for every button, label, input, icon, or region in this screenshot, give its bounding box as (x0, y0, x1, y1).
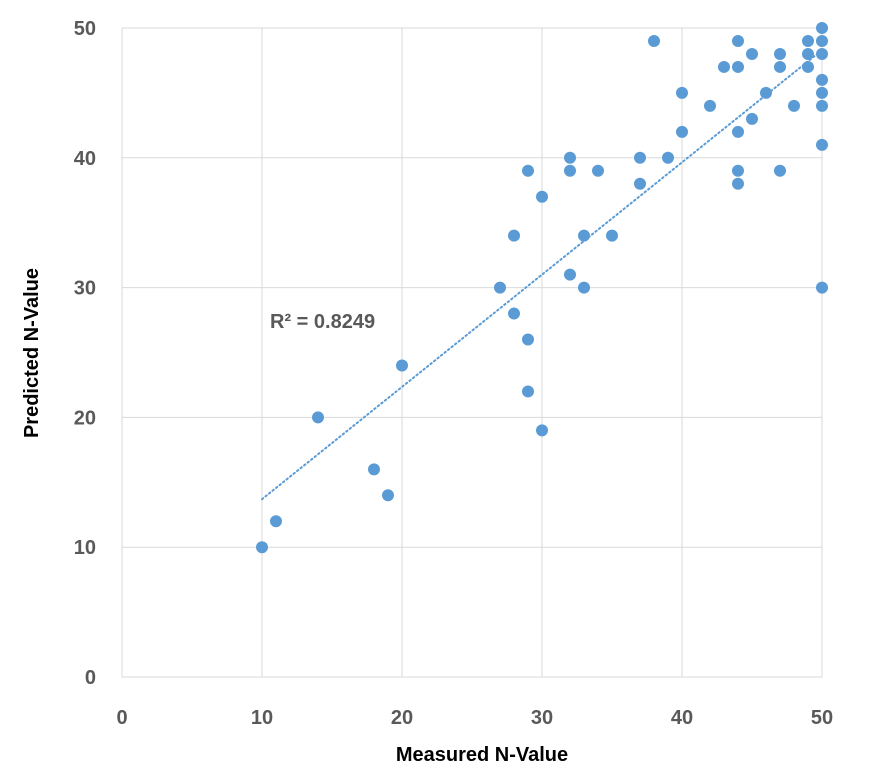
data-point (774, 164, 786, 177)
x-tick-label: 50 (811, 707, 833, 729)
data-point (592, 164, 604, 177)
y-tick-label: 10 (74, 537, 96, 559)
x-tick-label: 40 (671, 707, 693, 729)
y-tick-label: 20 (74, 407, 96, 429)
data-point (732, 125, 744, 138)
data-point (746, 47, 758, 60)
data-point (676, 86, 688, 99)
data-point (256, 541, 268, 554)
x-tick-label: 10 (251, 707, 273, 729)
data-point (312, 411, 324, 424)
data-point (676, 125, 688, 138)
data-point (816, 86, 828, 99)
data-point (396, 359, 408, 372)
data-point (564, 164, 576, 177)
y-axis-ticks: 0 10 20 30 40 50 (74, 18, 96, 689)
data-point (760, 86, 772, 99)
data-point (704, 99, 716, 112)
data-point (494, 281, 506, 294)
gridlines (121, 27, 823, 678)
data-point (648, 34, 660, 47)
data-point (802, 34, 814, 47)
data-point (802, 47, 814, 60)
data-point (578, 229, 590, 242)
data-point (802, 60, 814, 73)
data-point (606, 229, 618, 242)
data-point (816, 138, 828, 151)
x-tick-label: 20 (391, 707, 413, 729)
data-point (522, 385, 534, 398)
data-point (774, 47, 786, 60)
x-tick-label: 30 (531, 707, 553, 729)
y-tick-label: 40 (74, 148, 96, 170)
data-point (816, 73, 828, 86)
data-point (508, 307, 520, 320)
data-point (634, 177, 646, 190)
data-point (508, 229, 520, 242)
data-point (732, 177, 744, 190)
data-point (270, 515, 282, 528)
data-point (564, 151, 576, 164)
data-point (732, 34, 744, 47)
data-point (522, 164, 534, 177)
data-point (368, 463, 380, 476)
data-point (816, 22, 828, 34)
data-point (816, 281, 828, 294)
data-point (536, 190, 548, 203)
x-tick-label: 0 (116, 707, 127, 729)
data-point (536, 424, 548, 437)
data-point (746, 112, 758, 125)
data-point (522, 333, 534, 346)
data-point (774, 60, 786, 73)
data-points (256, 22, 828, 554)
x-axis-title: Measured N-Value (396, 744, 568, 766)
data-point (564, 268, 576, 281)
data-point (816, 34, 828, 47)
data-point (788, 99, 800, 112)
y-tick-label: 50 (74, 18, 96, 40)
data-point (732, 164, 744, 177)
y-tick-label: 0 (85, 667, 96, 689)
data-point (578, 281, 590, 294)
trendline-layer (261, 49, 823, 501)
data-point (662, 151, 674, 164)
data-point (732, 60, 744, 73)
r-squared-annotation: R² = 0.8249 (270, 311, 375, 333)
data-point (634, 151, 646, 164)
trendline (261, 49, 823, 501)
data-point (718, 60, 730, 73)
x-axis-ticks: 0 10 20 30 40 50 (116, 707, 833, 729)
data-point (382, 489, 394, 502)
y-tick-label: 30 (74, 278, 96, 300)
data-point (816, 99, 828, 112)
data-point (816, 47, 828, 60)
y-axis-title: Predicted N-Value (21, 268, 43, 438)
